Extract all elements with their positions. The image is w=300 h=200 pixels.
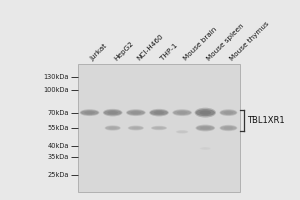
Text: HepG2: HepG2 [113,40,134,62]
Text: 70kDa: 70kDa [47,110,69,116]
Ellipse shape [176,131,188,133]
Ellipse shape [105,125,121,131]
Text: 25kDa: 25kDa [47,172,69,178]
Text: Jurkat: Jurkat [90,43,109,62]
Ellipse shape [196,109,215,116]
Ellipse shape [149,109,169,116]
Ellipse shape [176,130,188,134]
Ellipse shape [179,131,185,133]
Text: Mouse brain: Mouse brain [182,26,218,62]
Ellipse shape [196,126,214,130]
Ellipse shape [129,126,143,130]
Ellipse shape [152,126,166,130]
Ellipse shape [154,127,164,129]
Ellipse shape [131,127,140,129]
Ellipse shape [81,110,98,115]
Ellipse shape [202,148,208,149]
Ellipse shape [200,111,211,115]
Ellipse shape [128,125,144,131]
Ellipse shape [107,111,118,114]
Text: Mouse spleen: Mouse spleen [205,23,244,62]
Text: 40kDa: 40kDa [47,143,69,149]
Ellipse shape [177,111,188,114]
Ellipse shape [150,110,168,115]
Ellipse shape [224,127,233,129]
Text: Mouse thymus: Mouse thymus [228,20,270,62]
Ellipse shape [104,110,122,115]
Bar [78,64,240,192]
Text: 130kDa: 130kDa [44,74,69,80]
Ellipse shape [200,147,210,150]
Ellipse shape [224,111,233,114]
Ellipse shape [220,126,236,130]
Ellipse shape [220,109,237,116]
Ellipse shape [195,108,216,118]
Ellipse shape [220,110,236,115]
Ellipse shape [151,126,167,130]
Ellipse shape [80,109,99,116]
Ellipse shape [173,110,191,115]
Ellipse shape [127,110,145,115]
Ellipse shape [154,111,164,114]
Ellipse shape [126,109,146,116]
Ellipse shape [200,147,211,150]
Text: 100kDa: 100kDa [44,87,69,93]
Ellipse shape [84,111,95,114]
Ellipse shape [220,125,237,131]
Text: NCI-H460: NCI-H460 [136,33,165,62]
Ellipse shape [196,125,215,131]
Ellipse shape [172,109,192,116]
Ellipse shape [200,127,211,129]
Text: THP-1: THP-1 [159,43,178,62]
Ellipse shape [103,109,122,116]
Ellipse shape [108,127,117,129]
Text: TBL1XR1: TBL1XR1 [247,116,284,125]
Ellipse shape [105,126,120,130]
Text: 35kDa: 35kDa [48,154,69,160]
Text: 55kDa: 55kDa [47,125,69,131]
Ellipse shape [130,111,141,114]
